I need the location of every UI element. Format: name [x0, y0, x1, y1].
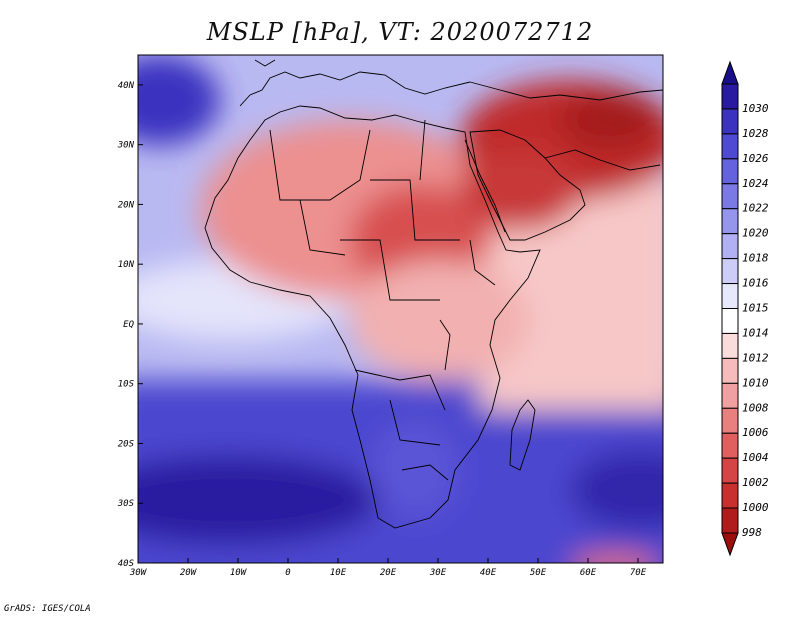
colorbar-label: 1004: [742, 451, 769, 464]
colorbar-label: 1022: [742, 202, 769, 215]
lon-tick-label: 50E: [530, 568, 547, 578]
colorbar-label: 1020: [742, 227, 769, 240]
colorbar-label: 1016: [742, 277, 769, 290]
colorbar-bottom-arrow: [721, 532, 739, 557]
colorbar-label: 1018: [742, 252, 769, 265]
colorbar-label: 1024: [742, 177, 769, 190]
colorbar-swatch: [721, 432, 739, 459]
colorbar-label: 1000: [742, 501, 769, 514]
lat-tick-label: 30N: [117, 141, 135, 151]
colorbar-label: 1028: [742, 127, 769, 140]
colorbar-swatch: [721, 158, 739, 185]
colorbar-swatch: [721, 208, 739, 235]
lon-tick-label: 30E: [429, 568, 447, 578]
lon-tick-label: 20W: [180, 568, 198, 578]
colorbar-label: 1026: [742, 152, 769, 165]
lat-tick-label: EQ: [123, 320, 134, 330]
colorbar-swatch: [721, 332, 739, 359]
colorbar-label: 1002: [742, 476, 769, 489]
colorbar-label: 1012: [742, 351, 769, 364]
lat-tick-label: 20S: [118, 439, 135, 449]
lon-tick-label: 70E: [630, 568, 647, 578]
colorbar-swatch: [721, 233, 739, 260]
coastlines: [204, 59, 663, 529]
lat-tick-label: 40S: [118, 559, 135, 569]
colorbar-label: 1006: [742, 426, 769, 439]
lon-tick-label: 30W: [129, 568, 148, 578]
colorbar-label: 1015: [742, 302, 769, 315]
colorbar-swatch: [721, 382, 739, 409]
colorbar-swatch: [721, 308, 739, 334]
colorbar-label: 1030: [742, 102, 769, 115]
colorbar-swatch: [721, 283, 739, 309]
colorbar-label: 998: [742, 526, 762, 539]
colorbar-swatch: [721, 407, 739, 434]
lon-tick-label: 40E: [480, 568, 497, 578]
longitude-axis: 30W 20W 10W 0 10E 20E 30E 40E 50E 60E 70E: [129, 558, 647, 578]
colorbar-swatch: [721, 258, 739, 285]
colorbar-label: 1014: [742, 326, 769, 339]
lat-tick-label: 10N: [118, 260, 135, 270]
lon-tick-label: 10W: [230, 568, 248, 578]
colorbar-swatch: [721, 108, 739, 135]
colorbar-swatch: [721, 357, 739, 384]
map-title: MSLP [hPa], VT: 2020072712: [206, 18, 594, 46]
lon-tick-label: 60E: [580, 568, 597, 578]
plot-frame: [137, 54, 664, 564]
lat-tick-label: 30S: [117, 499, 135, 509]
pressure-field: [138, 55, 663, 563]
lon-tick-label: 0: [285, 568, 290, 578]
lat-tick-label: 40N: [118, 81, 135, 91]
colorbar-label: 1010: [742, 376, 769, 389]
lon-tick-label: 10E: [330, 568, 347, 578]
colorbar-swatch: [721, 507, 739, 534]
lat-tick-label: 20N: [118, 200, 135, 210]
colorbar-swatch: [721, 482, 739, 509]
colorbar-swatch: [721, 183, 739, 210]
colorbar: 1030 1028 1026 1024 1022 1020 1018 1016 1015 1014…: [721, 60, 769, 557]
colorbar-label: 1008: [742, 401, 769, 414]
lon-tick-label: 20E: [380, 568, 397, 578]
latitude-axis: 40N 30N 20N 10N EQ 10S 20S 30S 40S: [117, 81, 143, 569]
colorbar-top-arrow: [721, 60, 739, 85]
colorbar-swatch: [721, 133, 739, 160]
colorbar-swatch: [721, 83, 739, 110]
colorbar-swatch: [721, 457, 739, 484]
lat-tick-label: 10S: [118, 380, 135, 390]
credit-label: GrADS: IGES/COLA: [4, 604, 91, 614]
